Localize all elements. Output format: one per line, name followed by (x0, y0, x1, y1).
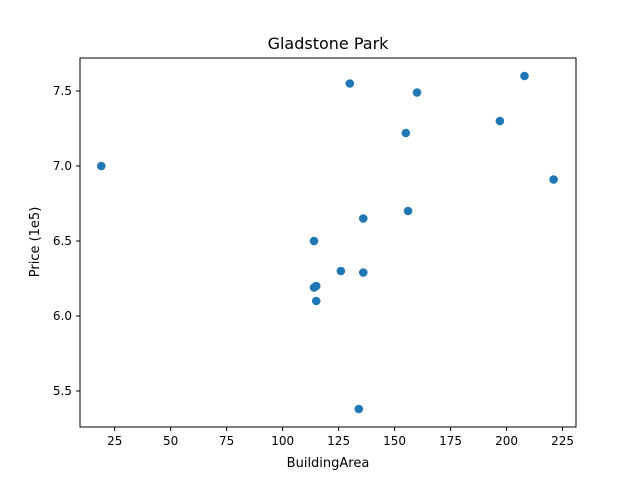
plot-area (79, 57, 577, 428)
x-axis: 25 50 75 100 125 150 175 200 225 (107, 427, 574, 448)
data-point-9 (358, 214, 368, 223)
data-point-10 (358, 268, 368, 277)
x-tick-label: 200 (495, 434, 518, 448)
data-point-2 (309, 236, 319, 246)
data-point-7 (345, 79, 355, 88)
data-point-11 (401, 128, 411, 138)
y-tick-label: 6.5 (53, 234, 72, 248)
y-tick-label: 7.5 (53, 84, 72, 98)
y-tick-label: 6.0 (53, 309, 72, 323)
x-tick-label: 75 (219, 434, 234, 448)
x-tick-label: 25 (107, 434, 122, 448)
x-tick-label: 175 (439, 434, 462, 448)
data-point-8 (354, 404, 364, 414)
y-tick-label: 7.0 (53, 159, 72, 173)
y-tick-label: 5.5 (53, 384, 72, 398)
chart-title: Gladstone Park (268, 34, 390, 53)
x-tick-label: 150 (383, 434, 406, 448)
data-points (96, 71, 558, 414)
x-tick-label: 125 (327, 434, 350, 448)
data-point-12 (403, 206, 413, 216)
x-tick-label: 225 (551, 434, 574, 448)
y-axis: 5.5 6.0 6.5 7.0 7.5 (53, 84, 80, 398)
data-point-13 (412, 88, 422, 97)
x-tick-label: 50 (163, 434, 178, 448)
data-point-1 (96, 161, 106, 171)
data-point-6 (336, 266, 346, 276)
axes-frame (79, 57, 577, 428)
y-axis-label: Price (1e5) (28, 207, 43, 278)
x-tick-label: 100 (271, 434, 294, 448)
data-point-15 (520, 71, 529, 81)
data-point-16 (549, 175, 558, 184)
data-point-14 (495, 116, 505, 126)
data-point-4 (311, 281, 321, 291)
x-axis-label: BuildingArea (287, 456, 370, 471)
data-point-5 (311, 296, 321, 306)
